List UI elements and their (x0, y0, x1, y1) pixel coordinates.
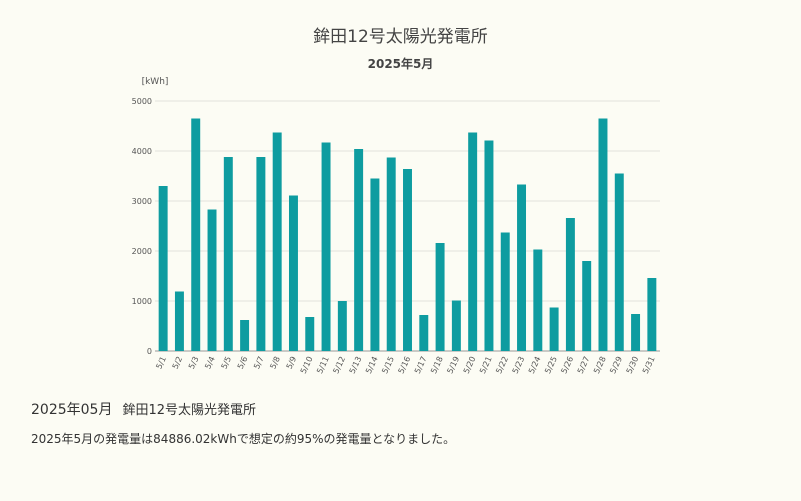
bar (435, 243, 445, 351)
x-tick-label: 5/27 (576, 355, 592, 375)
x-tick-label: 5/3 (187, 355, 201, 370)
bar (419, 315, 429, 351)
x-tick-label: 5/6 (236, 355, 250, 370)
x-tick-label: 5/16 (397, 355, 413, 375)
bar (191, 118, 201, 351)
chart-title: 鉾田12号太陽光発電所 (313, 27, 488, 47)
y-axis-label: [kWh] (142, 77, 169, 87)
x-tick-label: 5/17 (413, 355, 429, 375)
y-tick-label: 1000 (132, 297, 152, 306)
summary-heading: 2025年05月 鉾田12号太陽光発電所 (31, 399, 256, 419)
y-tick-label: 4000 (132, 147, 152, 156)
x-tick-label: 5/31 (641, 355, 657, 375)
x-tick-label: 5/29 (608, 355, 624, 375)
x-tick-label: 5/21 (478, 355, 494, 375)
x-tick-label: 5/7 (252, 355, 266, 370)
x-tick-label: 5/28 (592, 355, 608, 375)
bar (272, 132, 282, 351)
x-tick-label: 5/20 (462, 355, 478, 375)
bar (468, 132, 478, 351)
y-tick-label: 5000 (132, 97, 152, 106)
bar (614, 173, 624, 351)
x-tick-label: 5/9 (285, 355, 299, 370)
bar (223, 157, 233, 351)
bar (517, 184, 527, 351)
x-tick-label: 5/8 (268, 355, 282, 370)
x-tick-label: 5/30 (625, 355, 641, 375)
x-tick-label: 5/13 (348, 355, 364, 375)
bar (158, 186, 168, 351)
bar (451, 300, 461, 351)
bar (256, 157, 266, 351)
x-tick-label: 5/18 (429, 355, 445, 375)
y-tick-label: 0 (147, 347, 152, 356)
x-tick-label: 5/4 (203, 355, 217, 370)
x-tick-label: 5/12 (331, 355, 347, 375)
y-tick-label: 3000 (132, 197, 152, 206)
x-tick-label: 5/10 (299, 355, 315, 375)
x-tick-label: 5/23 (511, 355, 527, 375)
bar (354, 149, 364, 351)
summary-station: 鉾田12号太陽光発電所 (122, 403, 256, 418)
bar (647, 278, 657, 351)
bar (565, 218, 575, 351)
x-tick-label: 5/14 (364, 355, 380, 375)
bar (240, 320, 250, 351)
x-tick-label: 5/25 (543, 355, 559, 375)
chart-subtitle: 2025年5月 (367, 57, 434, 71)
bar (403, 169, 412, 351)
x-tick-label: 5/11 (315, 355, 331, 375)
bar (207, 209, 217, 351)
x-tick-label: 5/19 (445, 355, 461, 375)
x-tick-label: 5/5 (220, 355, 234, 370)
bar (370, 178, 380, 351)
x-tick-label: 5/22 (494, 355, 510, 375)
bar (631, 314, 641, 351)
bar (598, 118, 608, 351)
bar (484, 140, 494, 351)
summary-period: 2025年05月 (31, 402, 113, 418)
bar (533, 249, 543, 351)
x-tick-label: 5/15 (380, 355, 396, 375)
y-tick-label: 2000 (132, 247, 152, 256)
bar (582, 261, 592, 351)
bar (305, 317, 315, 351)
bar (386, 157, 396, 351)
x-tick-label: 5/2 (171, 355, 185, 370)
x-tick-label: 5/26 (559, 355, 575, 375)
bar (174, 291, 184, 351)
x-tick-label: 5/24 (527, 355, 543, 375)
bar (500, 232, 510, 351)
bar (321, 142, 331, 351)
bar (549, 307, 559, 351)
bar (288, 195, 298, 351)
summary-text: 2025年5月の発電量は84886.02kWhで想定の約95%の発電量となりまし… (31, 432, 456, 446)
bar (337, 301, 347, 351)
x-tick-label: 5/1 (154, 355, 168, 370)
